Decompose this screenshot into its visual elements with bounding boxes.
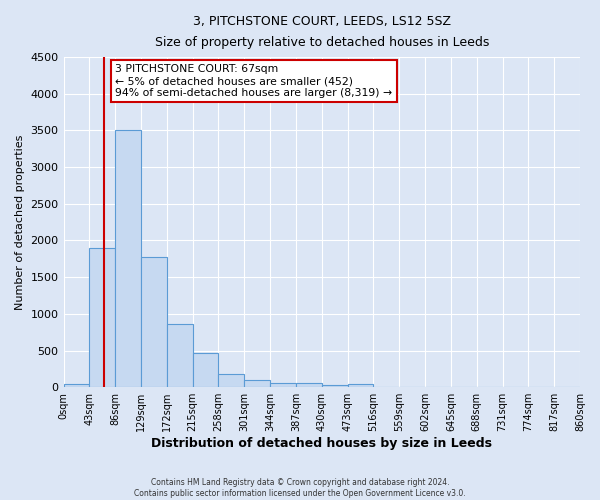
Bar [167,324,193,387]
Bar [193,354,218,387]
Bar [64,384,89,387]
Bar [218,374,244,387]
Text: 3 PITCHSTONE COURT: 67sqm
← 5% of detached houses are smaller (452)
94% of semi-: 3 PITCHSTONE COURT: 67sqm ← 5% of detach… [115,64,392,98]
Bar [270,383,296,387]
Bar [347,384,373,387]
X-axis label: Distribution of detached houses by size in Leeds: Distribution of detached houses by size … [151,437,492,450]
Title: 3, PITCHSTONE COURT, LEEDS, LS12 5SZ
Size of property relative to detached house: 3, PITCHSTONE COURT, LEEDS, LS12 5SZ Siz… [155,15,489,49]
Bar [89,248,115,387]
Bar [115,130,141,387]
Bar [322,385,347,387]
Bar [141,256,167,387]
Bar [296,383,322,387]
Text: Contains HM Land Registry data © Crown copyright and database right 2024.
Contai: Contains HM Land Registry data © Crown c… [134,478,466,498]
Y-axis label: Number of detached properties: Number of detached properties [15,134,25,310]
Bar [244,380,270,387]
